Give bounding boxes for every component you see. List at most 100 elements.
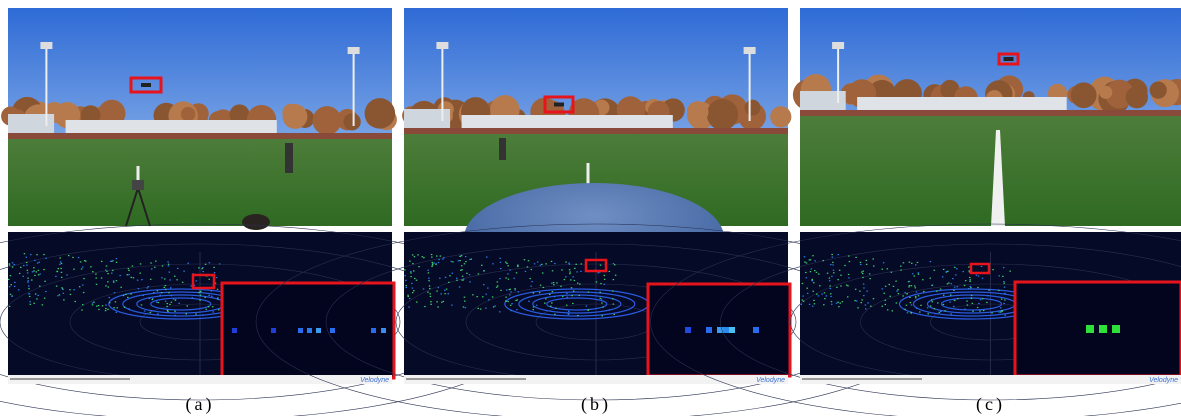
point — [860, 264, 862, 265]
point — [950, 294, 952, 295]
point — [568, 311, 570, 312]
point — [429, 285, 431, 286]
point — [116, 280, 118, 281]
point — [34, 275, 36, 276]
point — [861, 299, 863, 300]
point — [150, 279, 152, 280]
point — [500, 262, 502, 263]
point — [30, 304, 32, 305]
point — [553, 284, 555, 285]
point — [968, 266, 970, 267]
point — [209, 262, 211, 263]
point — [544, 303, 546, 304]
point — [432, 263, 434, 264]
point — [819, 285, 821, 286]
point — [205, 309, 207, 310]
point — [443, 301, 445, 302]
point — [830, 264, 832, 265]
point — [812, 255, 814, 256]
point — [969, 277, 971, 278]
point — [485, 294, 487, 295]
point — [600, 283, 602, 284]
point — [863, 271, 865, 272]
point — [128, 308, 130, 309]
point — [444, 290, 446, 291]
point — [806, 277, 808, 278]
point — [565, 261, 567, 262]
photo — [1, 8, 397, 230]
point — [465, 256, 467, 257]
point — [30, 254, 32, 255]
point-zoom — [706, 327, 712, 333]
point — [44, 281, 46, 282]
point — [569, 273, 571, 274]
point — [844, 265, 846, 266]
point — [915, 296, 917, 297]
point — [802, 295, 804, 296]
point-zoom — [1112, 325, 1120, 333]
point — [164, 278, 166, 279]
point — [570, 279, 572, 280]
point — [130, 277, 132, 278]
point — [116, 307, 118, 308]
point — [72, 257, 74, 258]
point — [972, 311, 974, 312]
point — [970, 286, 972, 287]
point — [173, 298, 175, 299]
point — [130, 293, 132, 294]
point — [572, 276, 574, 277]
point — [982, 298, 984, 299]
point — [954, 267, 956, 268]
point — [900, 269, 902, 270]
point — [612, 290, 614, 291]
light-head — [744, 47, 756, 54]
point-zoom — [307, 328, 312, 333]
point — [499, 311, 501, 312]
point — [812, 306, 814, 307]
point — [433, 262, 435, 263]
light-head — [348, 47, 360, 54]
point — [888, 284, 890, 285]
point — [805, 272, 807, 273]
figure: Velodyne(a)Velodyne(b)Velodyne(c) — [0, 0, 1181, 416]
point — [33, 303, 35, 304]
point — [609, 309, 611, 310]
point — [865, 304, 867, 305]
point — [1003, 303, 1005, 304]
point — [836, 303, 838, 304]
point — [186, 305, 188, 306]
point — [586, 305, 588, 306]
point — [452, 273, 454, 274]
point — [56, 286, 58, 287]
point — [150, 312, 152, 313]
point — [811, 268, 813, 269]
point — [614, 264, 616, 265]
point — [505, 277, 507, 278]
point — [951, 283, 953, 284]
point — [68, 255, 70, 256]
point — [105, 304, 107, 305]
point — [461, 265, 463, 266]
point — [477, 308, 479, 309]
point — [436, 255, 438, 256]
point — [816, 294, 818, 295]
field — [800, 116, 1181, 226]
point — [831, 276, 833, 277]
point — [830, 288, 832, 289]
point — [1001, 299, 1003, 300]
point — [565, 276, 567, 277]
point — [61, 277, 63, 278]
point — [459, 260, 461, 261]
point — [500, 290, 502, 291]
point — [73, 269, 75, 270]
point — [59, 257, 61, 258]
drone — [141, 83, 151, 87]
point — [127, 274, 129, 275]
point — [423, 288, 425, 289]
point — [31, 279, 33, 280]
point — [897, 289, 899, 290]
point — [9, 306, 11, 307]
point — [957, 286, 959, 287]
point — [862, 277, 864, 278]
point — [63, 293, 65, 294]
